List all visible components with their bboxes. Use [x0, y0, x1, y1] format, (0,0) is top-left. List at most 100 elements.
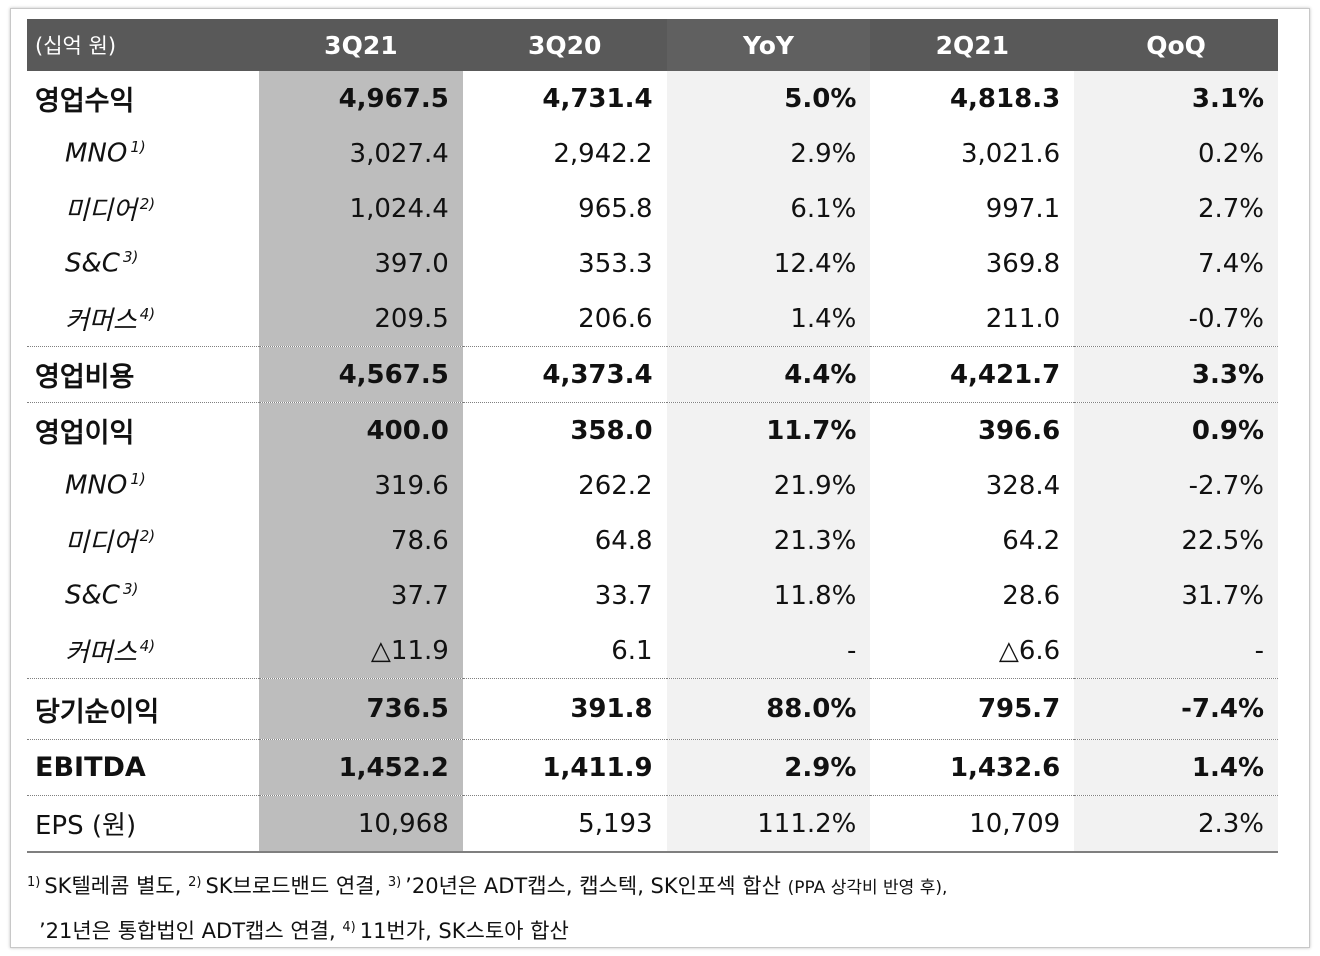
- cell-3q20: 206.6: [578, 303, 653, 334]
- footnotes: 1) SK텔레콤 별도, 2) SK브로드밴드 연결, 3) ’20년은 ADT캡스,…: [27, 863, 947, 951]
- cell-2q21: 396.6: [870, 402, 1075, 458]
- row-label: 미디어 2): [65, 195, 156, 226]
- cell-qoq: 3.3%: [1074, 346, 1278, 403]
- row-label: MNO 1): [65, 138, 146, 169]
- cell-3q21: 319.6: [259, 458, 463, 513]
- cell-3q21: △11.9: [259, 623, 463, 679]
- cell-2q21: 369.8: [985, 248, 1061, 279]
- row-label: 당기순이익: [27, 678, 259, 740]
- cell-3q21: 78.6: [259, 513, 463, 568]
- cell-3q20: 33.7: [594, 580, 653, 611]
- cell-yoy: 11.7%: [666, 402, 871, 458]
- cell-3q20: 391.8: [462, 678, 667, 740]
- table-row: 커머스 4) △11.9 6.1 - △6.6 -: [27, 623, 1278, 679]
- table-row: 영업비용 4,567.5 4,373.4 4.4% 4,421.7 3.3%: [27, 346, 1278, 403]
- cell-yoy: 2.9%: [666, 739, 871, 796]
- cell-yoy: 111.2%: [666, 795, 871, 853]
- cell-3q21: 400.0: [259, 402, 463, 458]
- table-row: S&C 3) 37.7 33.7 11.8% 28.6 31.7%: [27, 568, 1278, 623]
- table-row: MNO 1) 3,027.4 2,942.2 2.9% 3,021.6 0.2%: [27, 126, 1278, 181]
- footnote-text: ’20년은 ADT캡스, 캡스텍, SK인포섹 합산: [405, 874, 781, 898]
- cell-yoy: 88.0%: [666, 678, 871, 740]
- cell-3q20: 353.3: [578, 248, 653, 279]
- footnote-text-small: (PPA 상각비 반영 후),: [787, 878, 948, 898]
- table-row: S&C 3) 397.0 353.3 12.4% 369.8 7.4%: [27, 236, 1278, 291]
- table-row: 미디어 2) 78.6 64.8 21.3% 64.2 22.5%: [27, 513, 1278, 568]
- cell-2q21: 28.6: [1002, 580, 1061, 611]
- row-label: EPS (원): [27, 795, 259, 853]
- footnote-line-2: ’21년은 통합법인 ADT캡스 연결, 4) 11번가, SK스토아 합산: [27, 908, 947, 951]
- cell-qoq: 2.3%: [1074, 795, 1278, 853]
- header-3q20: 3Q20: [462, 19, 667, 71]
- cell-2q21: 4,818.3: [949, 83, 1061, 114]
- cell-3q20: 4,731.4: [542, 83, 653, 114]
- cell-qoq: -: [1074, 623, 1278, 679]
- row-label: 미디어 2): [65, 527, 156, 558]
- row-label: 커머스 4): [65, 305, 156, 336]
- table-row: 영업이익 400.0 358.0 11.7% 396.6 0.9%: [27, 402, 1278, 458]
- row-label: EBITDA: [27, 739, 259, 796]
- footnote-text: SK브로드밴드 연결,: [205, 874, 382, 898]
- row-label: S&C 3): [65, 580, 139, 611]
- table-row: 당기순이익 736.5 391.8 88.0% 795.7 -7.4%: [27, 678, 1278, 740]
- cell-3q21: 4,967.5: [259, 71, 463, 126]
- row-label: S&C 3): [65, 248, 139, 279]
- cell-yoy: 2.9%: [666, 126, 871, 181]
- cell-3q21: 1,452.2: [259, 739, 463, 796]
- footnote-mark: 4): [342, 920, 356, 935]
- table-row: 커머스 4) 209.5 206.6 1.4% 211.0 -0.7%: [27, 291, 1278, 347]
- footnote-mark: 4): [139, 637, 156, 656]
- footnote-text: ’21년은 통합법인 ADT캡스 연결,: [39, 919, 336, 943]
- cell-3q20: 6.1: [611, 635, 653, 666]
- footnote-text: SK텔레콤 별도,: [44, 874, 182, 898]
- row-label: 영업비용: [27, 346, 259, 403]
- cell-yoy: 21.9%: [666, 458, 871, 513]
- cell-qoq: 7.4%: [1074, 236, 1278, 291]
- cell-3q20: 64.8: [594, 525, 653, 556]
- header-qoq: QoQ: [1074, 19, 1278, 71]
- cell-qoq: 0.9%: [1074, 402, 1278, 458]
- header-row: (십억 원) 3Q21 3Q20 YoY 2Q21 QoQ: [27, 19, 1278, 71]
- row-label: 영업이익: [27, 402, 259, 458]
- cell-yoy: 12.4%: [666, 236, 871, 291]
- report-panel: (십억 원) 3Q21 3Q20 YoY 2Q21 QoQ 영업수익 4,967…: [10, 8, 1310, 948]
- cell-3q21: 1,024.4: [259, 181, 463, 236]
- footnote-mark: 3): [122, 580, 139, 599]
- cell-3q21: 209.5: [259, 291, 463, 347]
- footnote-mark: 1): [27, 875, 41, 890]
- cell-3q21: 4,567.5: [259, 346, 463, 403]
- cell-2q21: 64.2: [1002, 525, 1061, 556]
- cell-qoq: 3.1%: [1074, 71, 1278, 126]
- cell-qoq: 31.7%: [1074, 568, 1278, 623]
- cell-3q20: 5,193: [462, 795, 667, 853]
- cell-yoy: 1.4%: [666, 291, 871, 347]
- footnote-mark: 1): [130, 138, 146, 157]
- cell-3q21: 736.5: [259, 678, 463, 740]
- cell-2q21: 3,021.6: [960, 138, 1061, 169]
- footnote-mark: 2): [139, 527, 156, 546]
- cell-3q20: 4,373.4: [462, 346, 667, 403]
- cell-qoq: 0.2%: [1074, 126, 1278, 181]
- row-label: 커머스 4): [65, 637, 156, 668]
- cell-3q21: 10,968: [259, 795, 463, 853]
- footnote-mark: 2): [139, 195, 156, 214]
- cell-qoq: 1.4%: [1074, 739, 1278, 796]
- row-label: MNO 1): [65, 470, 146, 501]
- row-label: 영업수익: [35, 86, 135, 117]
- cell-2q21: 997.1: [985, 193, 1061, 224]
- footnote-mark: 3): [122, 248, 139, 267]
- cell-3q20: 358.0: [462, 402, 667, 458]
- table-row: EBITDA 1,452.2 1,411.9 2.9% 1,432.6 1.4%: [27, 739, 1278, 796]
- table-row: 영업수익 4,967.5 4,731.4 5.0% 4,818.3 3.1%: [27, 71, 1278, 126]
- cell-yoy: 4.4%: [666, 346, 871, 403]
- table-row: MNO 1) 319.6 262.2 21.9% 328.4 -2.7%: [27, 458, 1278, 513]
- cell-2q21: 1,432.6: [870, 739, 1075, 796]
- cell-2q21: 211.0: [985, 303, 1061, 334]
- cell-qoq: -0.7%: [1074, 291, 1278, 347]
- header-yoy: YoY: [666, 19, 871, 71]
- cell-qoq: 2.7%: [1074, 181, 1278, 236]
- header-3q21: 3Q21: [259, 19, 463, 71]
- cell-3q20: 965.8: [578, 193, 653, 224]
- table-row: 미디어 2) 1,024.4 965.8 6.1% 997.1 2.7%: [27, 181, 1278, 236]
- header-2q21: 2Q21: [870, 19, 1075, 71]
